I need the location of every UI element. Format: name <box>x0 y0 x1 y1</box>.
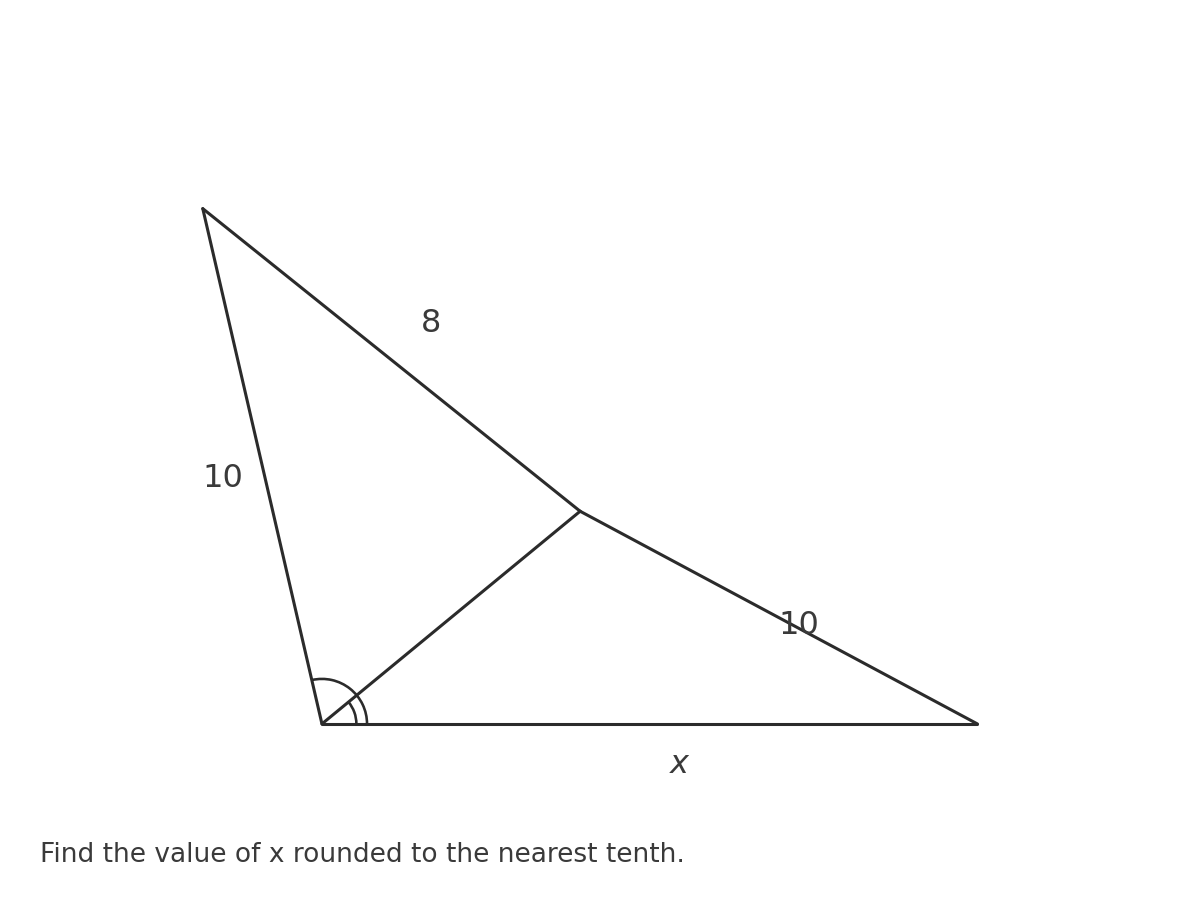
Text: 10: 10 <box>203 463 244 494</box>
Text: 8: 8 <box>421 308 442 339</box>
Text: Find the value of x rounded to the nearest tenth.: Find the value of x rounded to the neare… <box>40 842 685 868</box>
Text: x: x <box>670 749 689 780</box>
Text: 10: 10 <box>778 610 820 641</box>
